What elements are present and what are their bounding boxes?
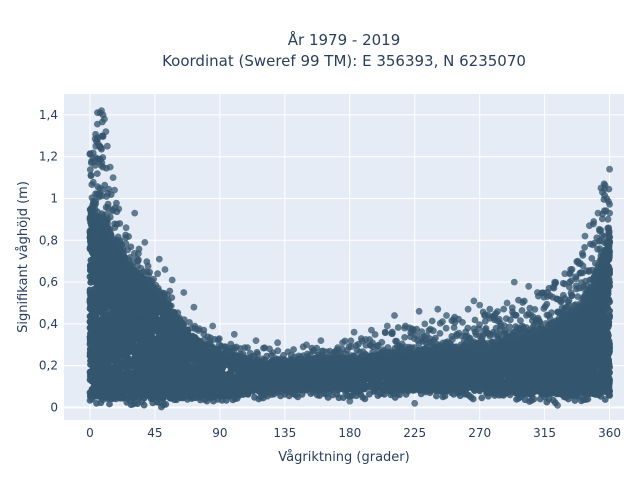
data-point [95, 270, 102, 277]
chart-title-line-2: Koordinat (Sweref 99 TM): E 356393, N 62… [162, 52, 526, 70]
chart-title-line-1: År 1979 - 2019 [288, 30, 401, 49]
data-points [86, 107, 613, 411]
